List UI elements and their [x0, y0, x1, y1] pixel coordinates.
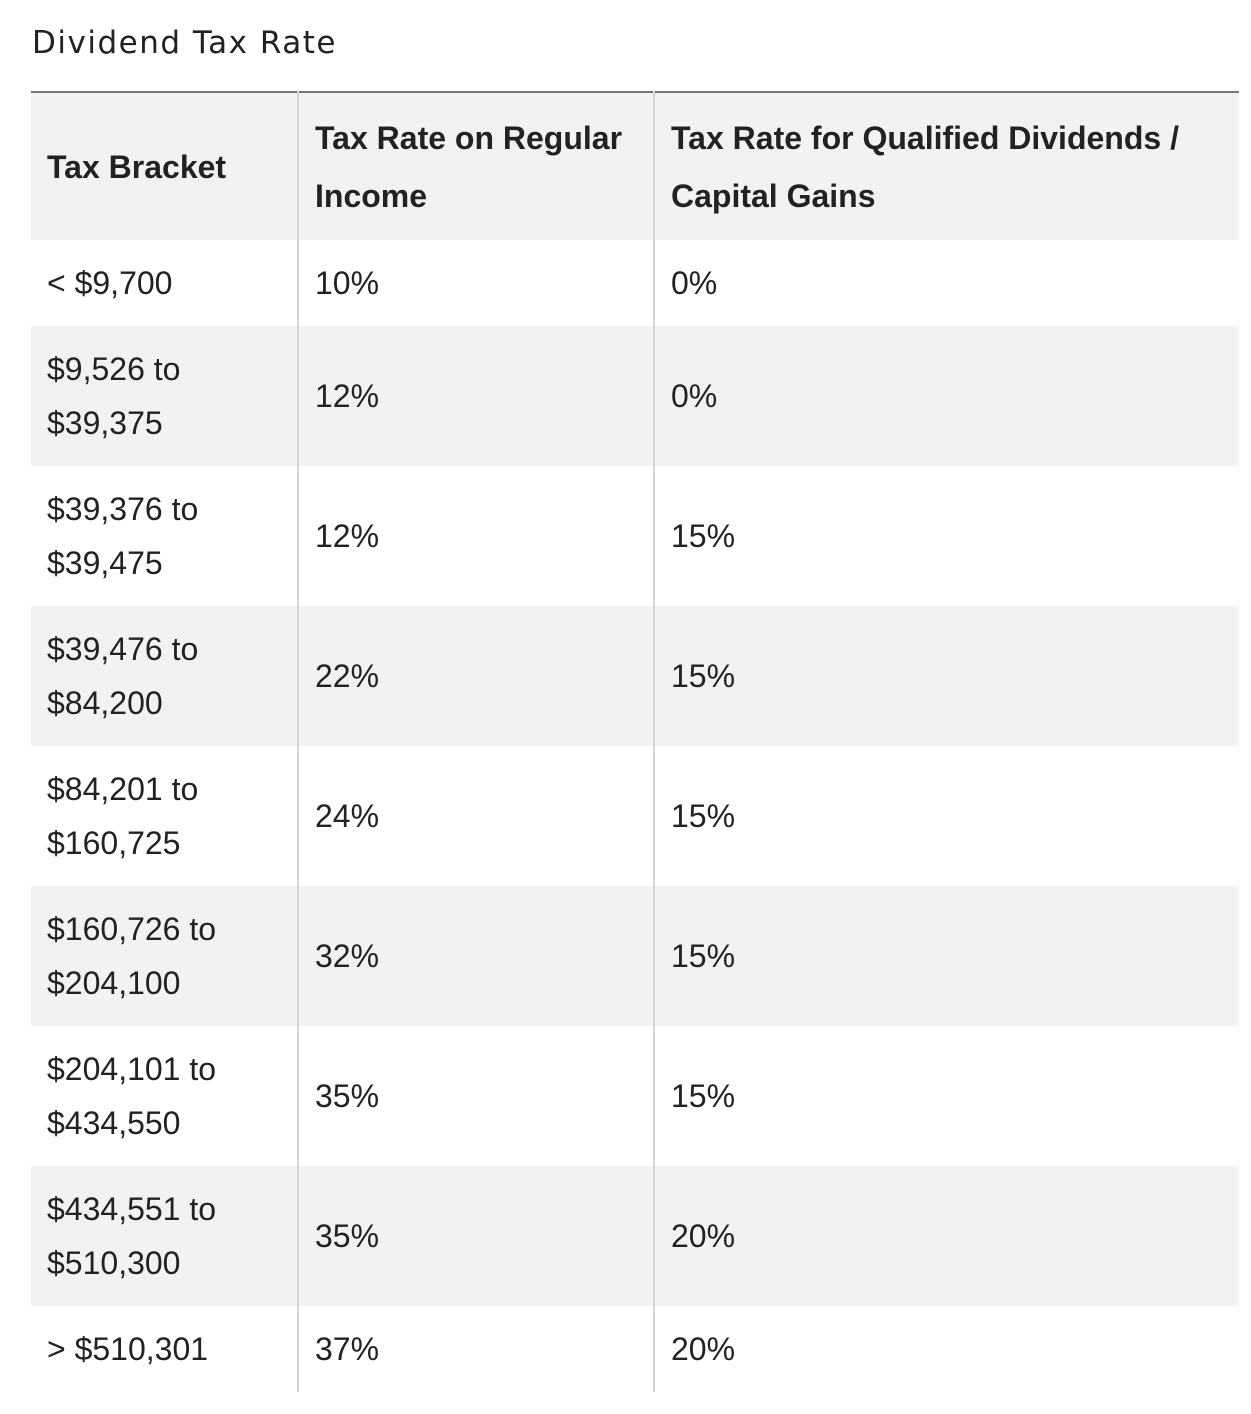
cell-regular-income-rate: 37% [297, 1306, 654, 1392]
cell-qualified-dividend-rate: 20% [653, 1306, 1239, 1392]
cell-tax-bracket: $204,101 to $434,550 [31, 1026, 298, 1166]
cell-regular-income-rate: 12% [297, 326, 654, 466]
table-row: $434,551 to $510,300 35% 20% [31, 1166, 1239, 1306]
header-tax-bracket: Tax Bracket [47, 148, 227, 185]
cell-qualified-dividend-rate: 15% [653, 466, 1239, 606]
cell-tax-bracket: $434,551 to $510,300 [31, 1166, 298, 1306]
table-header-row: Tax Bracket Tax Rate on Regular Income T… [31, 92, 1239, 240]
cell-regular-income-rate: 10% [297, 240, 654, 326]
bracket-text: $160,726 to $204,100 [47, 911, 217, 1001]
bracket-text: $39,476 to $84,200 [47, 631, 199, 721]
table-row: $204,101 to $434,550 35% 15% [31, 1026, 1239, 1166]
bracket-text: $204,101 to $434,550 [47, 1051, 217, 1141]
bracket-text: $84,201 to $160,725 [47, 771, 199, 861]
header-qualified-dividend-rate: Tax Rate for Qualified Dividends / Capit… [653, 92, 1239, 240]
cell-tax-bracket: $160,726 to $204,100 [31, 886, 298, 1026]
dividend-tax-table: Tax Bracket Tax Rate on Regular Income T… [31, 91, 1239, 1392]
cell-tax-bracket: $39,376 to $39,475 [31, 466, 298, 606]
table-caption: Dividend Tax Rate [32, 25, 337, 61]
cell-regular-income-rate: 24% [297, 746, 654, 886]
table-row: $84,201 to $160,725 24% 15% [31, 746, 1239, 886]
cell-qualified-dividend-rate: 15% [653, 1026, 1239, 1166]
cell-tax-bracket: > $510,301 [47, 1331, 209, 1367]
table-row: $9,526 to $39,375 12% 0% [31, 326, 1239, 466]
cell-regular-income-rate: 12% [297, 466, 654, 606]
cell-regular-income-rate: 22% [297, 606, 654, 746]
cell-regular-income-rate: 35% [297, 1166, 654, 1306]
cell-tax-bracket: < $9,700 [47, 265, 173, 301]
cell-qualified-dividend-rate: 15% [653, 606, 1239, 746]
table-row: > $510,301 37% 20% [31, 1306, 1239, 1392]
cell-qualified-dividend-rate: 20% [653, 1166, 1239, 1306]
header-regular-income-rate: Tax Rate on Regular Income [297, 92, 654, 240]
bracket-text: $434,551 to $510,300 [47, 1191, 217, 1281]
cell-regular-income-rate: 35% [297, 1026, 654, 1166]
bracket-text: $9,526 to $39,375 [47, 351, 181, 441]
table-row: $39,376 to $39,475 12% 15% [31, 466, 1239, 606]
cell-tax-bracket: $9,526 to $39,375 [31, 326, 298, 466]
table-row: < $9,700 10% 0% [31, 240, 1239, 326]
table-row: $160,726 to $204,100 32% 15% [31, 886, 1239, 1026]
cell-qualified-dividend-rate: 0% [653, 240, 1239, 326]
bracket-text: $39,376 to $39,475 [47, 491, 199, 581]
cell-tax-bracket: $84,201 to $160,725 [31, 746, 298, 886]
cell-qualified-dividend-rate: 15% [653, 746, 1239, 886]
cell-tax-bracket: $39,476 to $84,200 [31, 606, 298, 746]
cell-regular-income-rate: 32% [297, 886, 654, 1026]
cell-qualified-dividend-rate: 15% [653, 886, 1239, 1026]
cell-qualified-dividend-rate: 0% [653, 326, 1239, 466]
table-row: $39,476 to $84,200 22% 15% [31, 606, 1239, 746]
